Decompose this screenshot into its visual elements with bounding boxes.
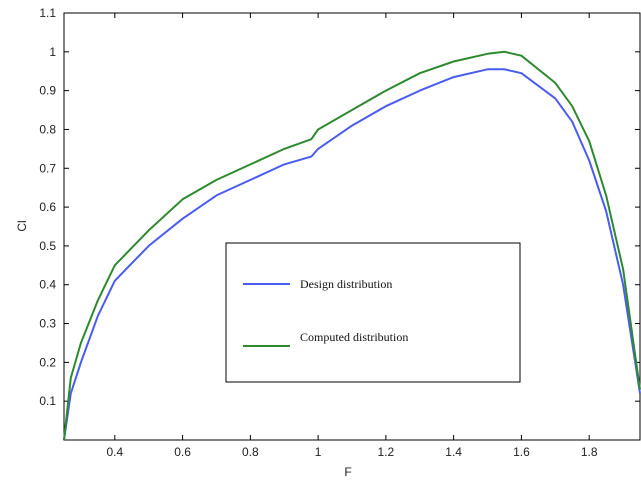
y-tick-label: 1 (49, 45, 56, 59)
y-tick-label: 0.7 (39, 161, 56, 175)
x-tick-label: 0.8 (242, 445, 259, 459)
series-line-design (63, 68, 641, 441)
series-lines (63, 50, 641, 441)
y-tick-label: 0.2 (39, 355, 56, 369)
legend-box (225, 242, 521, 383)
y-tick-label: 0.3 (39, 317, 56, 331)
x-tick-label: 1.2 (378, 445, 395, 459)
x-axis-ticks: 0.4 0.6 0.8 1 1.2 1.4 1.6 1.8 (106, 13, 598, 459)
x-axis-label: F (344, 465, 351, 479)
y-tick-label: 0.4 (39, 278, 56, 292)
x-tick-label: 1.4 (445, 445, 462, 459)
legend: Design distribution Computed distributio… (225, 242, 521, 383)
y-tick-label: 0.1 (39, 394, 56, 408)
y-tick-label: 0.5 (39, 239, 56, 253)
x-tick-label: 0.4 (106, 445, 123, 459)
y-axis-ticks: 0.1 0.2 0.3 0.4 0.5 0.6 0.7 0.8 0.9 1 1.1 (39, 6, 640, 408)
y-axis-label: Cl (15, 220, 29, 231)
y-tick-label: 0.8 (39, 122, 56, 136)
legend-label-computed: Computed distribution (300, 330, 408, 344)
x-tick-label: 1.8 (581, 445, 598, 459)
legend-label-design: Design distribution (300, 277, 392, 291)
y-tick-label: 0.6 (39, 200, 56, 214)
x-tick-label: 1.6 (513, 445, 530, 459)
x-tick-label: 0.6 (174, 445, 191, 459)
y-tick-label: 1.1 (39, 6, 56, 20)
x-tick-label: 1 (315, 445, 322, 459)
y-tick-label: 0.9 (39, 84, 56, 98)
series-line-computed (63, 50, 641, 441)
